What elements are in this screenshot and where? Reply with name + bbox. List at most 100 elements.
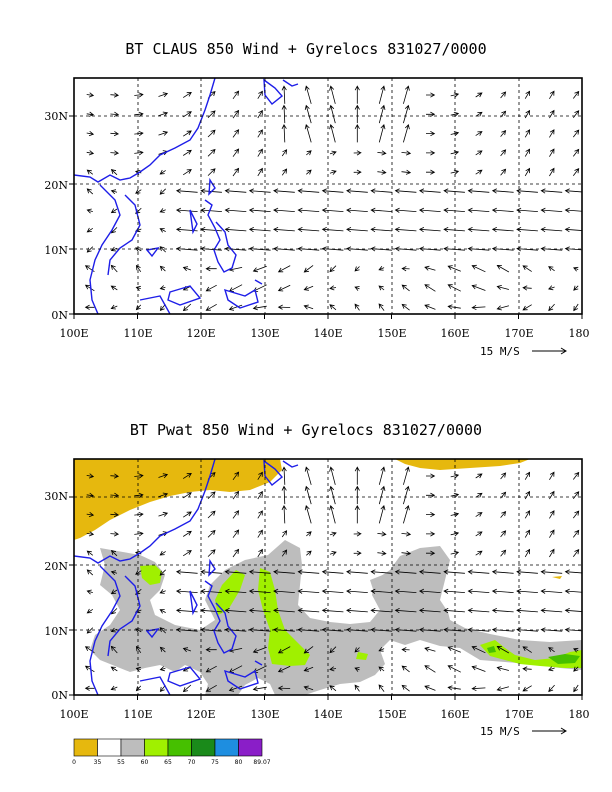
colorbar-label: 60 xyxy=(141,759,149,766)
wind-arrow xyxy=(467,227,490,233)
wind-arrow xyxy=(500,510,507,518)
wind-arrow xyxy=(205,266,217,272)
wind-arrow xyxy=(354,85,360,104)
wind-arrow xyxy=(329,85,336,104)
wind-arrow xyxy=(354,123,360,143)
wind-arrow xyxy=(175,207,198,213)
wind-arrow xyxy=(224,588,247,594)
wind-arrow xyxy=(377,531,387,537)
wind-arrow xyxy=(135,570,142,575)
panel2-xtick-140: 140E xyxy=(313,708,342,721)
wind-arrow xyxy=(304,104,312,124)
wind-arrow xyxy=(549,529,555,538)
wind-arrow xyxy=(135,645,142,654)
wind-arrow xyxy=(353,531,362,537)
wind-arrow xyxy=(134,92,144,98)
wind-arrow xyxy=(207,529,216,538)
wind-arrow xyxy=(401,169,412,175)
wind-arrow xyxy=(354,303,360,311)
colorbar-swatch xyxy=(191,738,216,757)
wind-arrow xyxy=(346,588,368,594)
wind-arrow xyxy=(573,303,579,312)
wind-arrow xyxy=(257,167,263,177)
wind-arrow xyxy=(426,512,436,518)
wind-arrow xyxy=(135,304,142,311)
wind-arrow xyxy=(273,569,295,575)
wind-arrow xyxy=(303,666,314,672)
wind-arrow xyxy=(475,531,483,537)
wind-arrow xyxy=(467,588,490,594)
panel2-xtick-120: 120E xyxy=(186,708,215,721)
wind-arrow xyxy=(232,129,240,138)
wind-arrow xyxy=(354,286,360,291)
wind-arrow xyxy=(354,667,360,672)
wind-arrow xyxy=(304,85,312,104)
panel1-xtick-160: 160E xyxy=(440,327,469,340)
wind-arrow xyxy=(418,608,441,614)
wind-arrow xyxy=(321,227,344,233)
panel1-map: 0N 10N 20N 30N 100E 110E 120E 130E 140E … xyxy=(44,77,590,358)
wind-arrow xyxy=(135,247,142,252)
wind-arrow xyxy=(257,109,263,119)
wind-arrow xyxy=(329,666,337,672)
wind-arrow xyxy=(516,569,538,575)
wind-arrow xyxy=(110,685,118,691)
wind-arrow xyxy=(110,666,118,672)
colorbar-label: 55 xyxy=(117,759,125,766)
wind-arrow xyxy=(297,569,320,575)
wind-arrow xyxy=(175,188,198,194)
wind-arrow xyxy=(207,148,216,157)
wind-arrow xyxy=(378,123,386,143)
wind-arrow xyxy=(401,284,410,292)
wind-arrow xyxy=(110,189,118,195)
wind-arrow xyxy=(110,208,118,214)
panel1-gridlines xyxy=(74,78,582,314)
wind-arrow xyxy=(110,111,120,117)
wind-arrow xyxy=(377,550,387,556)
wind-arrow xyxy=(394,569,417,575)
wind-arrow xyxy=(257,471,263,480)
wind-arrow xyxy=(540,608,563,614)
wind-arrow xyxy=(491,588,514,594)
wind-arrow xyxy=(277,646,291,654)
wind-arrow xyxy=(110,264,118,273)
wind-arrow xyxy=(281,504,287,524)
wind-arrow xyxy=(273,188,295,194)
wind-arrow xyxy=(443,188,465,194)
wind-arrow xyxy=(248,207,271,213)
wind-arrow xyxy=(475,550,483,556)
wind-arrow xyxy=(418,569,441,575)
wind-arrow xyxy=(516,207,538,213)
wind-arrow xyxy=(471,264,486,273)
wind-arrow xyxy=(273,588,295,594)
wind-arrow xyxy=(496,305,510,311)
wind-arrow xyxy=(248,227,271,233)
panel2-gridlines xyxy=(74,459,582,695)
wind-arrow xyxy=(475,92,483,98)
panel2-xtick-130: 130E xyxy=(250,708,279,721)
wind-arrow xyxy=(232,548,240,558)
wind-arrow xyxy=(134,131,144,137)
wind-arrow xyxy=(86,130,95,137)
wind-arrow xyxy=(273,207,295,213)
wind-arrow xyxy=(159,246,166,253)
wind-arrow xyxy=(424,665,436,673)
wind-arrow xyxy=(564,569,582,575)
colorbar-swatch xyxy=(73,738,98,757)
wind-arrow xyxy=(224,207,247,213)
wind-arrow xyxy=(86,473,95,479)
wind-arrow xyxy=(354,684,360,692)
wind-arrow xyxy=(159,188,166,195)
wind-arrow xyxy=(564,588,582,594)
colorbar-label: 70 xyxy=(188,759,196,766)
wind-arrow xyxy=(182,530,192,537)
wind-arrow xyxy=(346,188,368,194)
wind-arrow xyxy=(500,530,507,538)
wind-arrow xyxy=(207,110,216,118)
wind-arrow xyxy=(475,169,483,175)
wind-arrow xyxy=(110,304,118,310)
wind-arrow xyxy=(182,149,192,156)
wind-arrow xyxy=(524,167,531,177)
wind-arrow xyxy=(135,264,142,273)
wind-arrow xyxy=(426,550,436,556)
